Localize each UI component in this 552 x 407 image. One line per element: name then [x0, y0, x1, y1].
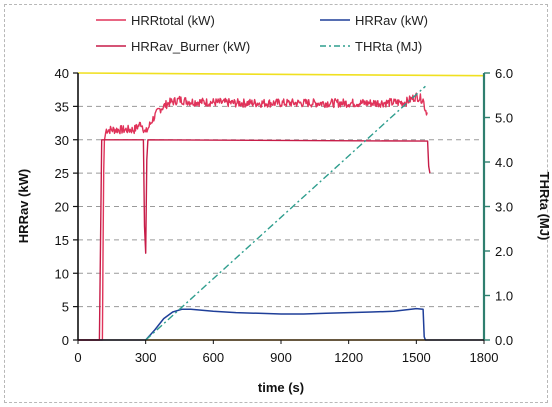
- axes: 0 5 10 15 20 25 30 35 40 0.0 1.0 2.0 3.0 4.0 5.0 6.0 0 30…: [55, 66, 514, 365]
- y-tick-label-6: 30: [55, 133, 69, 148]
- x-tick-label-4: 1200: [334, 350, 363, 365]
- legend: HRRtotal (kW) HRRav (kW) HRRav_Burner (kW)…: [96, 13, 428, 54]
- chart-frame: [4, 4, 548, 403]
- x-tick-label-6: 1800: [470, 350, 499, 365]
- y-right-tick-label-2: 2.0: [495, 244, 513, 259]
- series-thr-ta: [145, 85, 426, 341]
- y-tick-label-8: 40: [55, 66, 69, 81]
- series-hrr-av: [78, 307, 484, 341]
- x-tick-label-3: 900: [270, 350, 292, 365]
- legend-label-1: HRRav (kW): [355, 13, 428, 28]
- x-tick-label-5: 1500: [402, 350, 431, 365]
- y-right-tick-label-4: 4.0: [495, 155, 513, 170]
- y-right-tick-label-3: 3.0: [495, 200, 513, 215]
- x-tick-label-0: 0: [74, 350, 81, 365]
- x-axis-title: time (s): [258, 380, 304, 395]
- y-tick-label-3: 15: [55, 233, 69, 248]
- y-right-tick-label-0: 0.0: [495, 333, 513, 348]
- y-right-tick-label-1: 1.0: [495, 289, 513, 304]
- y-tick-label-2: 10: [55, 266, 69, 281]
- series-hrr-av-burner: [78, 139, 431, 341]
- y-axis-title-right: THRta (MJ): [537, 172, 552, 241]
- legend-label-2: HRRav_Burner (kW): [131, 39, 250, 54]
- x-tick-label-1: 300: [135, 350, 157, 365]
- y-right-tick-label-6: 6.0: [495, 66, 513, 81]
- y-tick-label-1: 5: [62, 300, 69, 315]
- y-tick-label-0: 0: [62, 333, 69, 348]
- legend-label-0: HRRtotal (kW): [131, 13, 215, 28]
- y-tick-label-4: 20: [55, 200, 69, 215]
- series-hrr-total: [78, 92, 428, 341]
- y-axis-title-left: HRRav (kW): [16, 169, 31, 243]
- y-tick-label-7: 35: [55, 99, 69, 114]
- reference-line-0: [77, 72, 485, 77]
- y-tick-label-5: 25: [55, 166, 69, 181]
- x-tick-label-2: 600: [202, 350, 224, 365]
- legend-label-3: THRta (MJ): [355, 39, 422, 54]
- y-right-tick-label-5: 5.0: [495, 111, 513, 126]
